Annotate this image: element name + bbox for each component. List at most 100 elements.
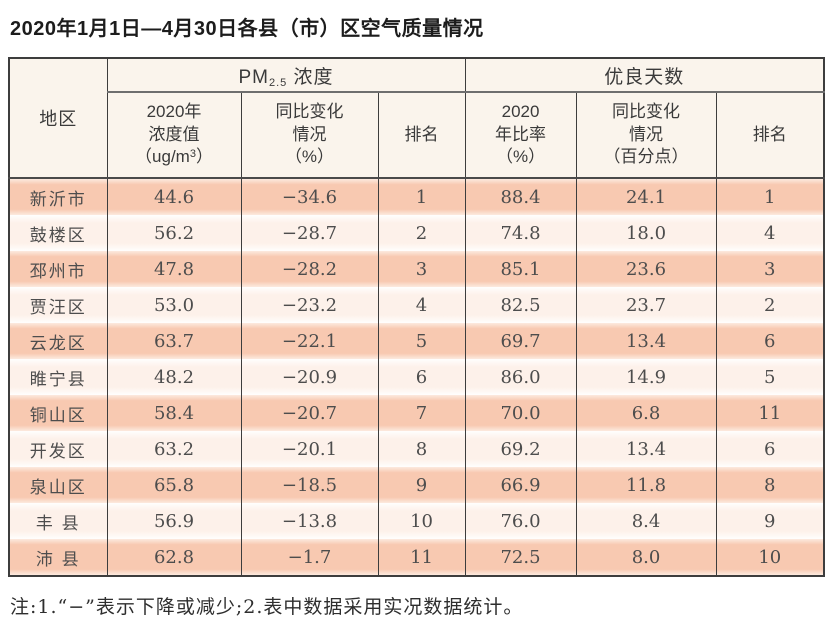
cell-good-ratio: 74.8: [464, 215, 577, 251]
cell-good-rank: 8: [715, 467, 825, 503]
pm-change-line3: （%）: [284, 147, 335, 167]
cell-good-change: 23.6: [575, 251, 717, 287]
cell-pm-rank: 3: [377, 251, 466, 287]
pm-value-unit-prefix: （ug/m: [135, 147, 190, 167]
cell-pm-value: 48.2: [106, 359, 242, 395]
cell-good-ratio: 70.0: [464, 395, 577, 431]
cell-region: 鼓楼区: [8, 215, 108, 251]
cell-region: 邳州市: [8, 251, 108, 287]
cell-good-change: 24.1: [575, 178, 717, 215]
good-change-line1: 同比变化: [612, 102, 681, 122]
cell-pm-value: 63.2: [106, 431, 242, 467]
cell-pm-change: −34.6: [240, 178, 379, 215]
column-header-good-change: 同比变化 情况 （百分点）: [575, 92, 717, 179]
table-row: 泉山区 65.8 −18.5 9 66.9 11.8 8: [8, 467, 825, 503]
table-row: 丰 县 56.9 −13.8 10 76.0 8.4 9: [8, 503, 825, 539]
cell-pm-rank: 5: [377, 323, 466, 359]
cell-good-ratio: 76.0: [464, 503, 577, 539]
cell-good-rank: 6: [715, 431, 825, 467]
cell-region: 贾汪区: [8, 287, 108, 323]
cell-good-change: 14.9: [575, 359, 717, 395]
table-row: 云龙区 63.7 −22.1 5 69.7 13.4 6: [8, 323, 825, 359]
column-header-region: 地区: [8, 58, 108, 179]
cell-pm-rank: 8: [377, 431, 466, 467]
cell-pm-value: 56.2: [106, 215, 242, 251]
cell-good-ratio: 66.9: [464, 467, 577, 503]
cell-pm-change: −13.8: [240, 503, 379, 539]
cell-region: 丰 县: [8, 503, 108, 539]
cell-pm-value: 44.6: [106, 178, 242, 215]
pm-value-unit-exponent: 3: [189, 148, 196, 161]
column-header-pm-rank: 排名: [377, 92, 466, 179]
good-change-line3: （百分点）: [603, 147, 689, 167]
cell-pm-rank: 4: [377, 287, 466, 323]
air-quality-table: 地区 PM2.5 浓度 优良天数 2020年 浓度值 （ug/m3） 同比变化 …: [8, 57, 825, 577]
cell-good-rank: 1: [715, 178, 825, 215]
column-group-pm25: PM2.5 浓度: [106, 58, 466, 93]
pm25-subscript: 2.5: [268, 76, 288, 89]
cell-good-ratio: 69.2: [464, 431, 577, 467]
cell-pm-change: −28.7: [240, 215, 379, 251]
cell-good-change: 8.4: [575, 503, 717, 539]
cell-region: 开发区: [8, 431, 108, 467]
cell-pm-value: 63.7: [106, 323, 242, 359]
cell-pm-change: −20.9: [240, 359, 379, 395]
cell-good-rank: 6: [715, 323, 825, 359]
pm-value-line1: 2020年: [146, 102, 202, 122]
cell-region: 泉山区: [8, 467, 108, 503]
column-group-good-days: 优良天数: [464, 58, 825, 93]
table-row: 新沂市 44.6 −34.6 1 88.4 24.1 1: [8, 178, 825, 215]
cell-good-rank: 5: [715, 359, 825, 395]
cell-good-change: 13.4: [575, 431, 717, 467]
cell-pm-rank: 1: [377, 178, 466, 215]
cell-pm-value: 58.4: [106, 395, 242, 431]
cell-region: 睢宁县: [8, 359, 108, 395]
good-ratio-line1: 2020: [501, 102, 540, 122]
cell-pm-value: 56.9: [106, 503, 242, 539]
cell-pm-change: −20.7: [240, 395, 379, 431]
column-header-pm-value: 2020年 浓度值 （ug/m3）: [106, 92, 242, 179]
cell-region: 新沂市: [8, 178, 108, 215]
cell-pm-rank: 6: [377, 359, 466, 395]
cell-good-change: 8.0: [575, 539, 717, 576]
pm-value-unit-suffix: ）: [195, 147, 213, 167]
cell-good-change: 23.7: [575, 287, 717, 323]
cell-pm-change: −20.1: [240, 431, 379, 467]
pm-change-line2: 情况: [292, 124, 327, 144]
pm-value-line2: 浓度值: [148, 124, 200, 144]
table-row: 沛 县 62.8 −1.7 11 72.5 8.0 10: [8, 539, 825, 576]
cell-pm-rank: 9: [377, 467, 466, 503]
header-sub-row: 2020年 浓度值 （ug/m3） 同比变化 情况 （%） 排名 2020 年比…: [9, 92, 825, 179]
cell-good-rank: 4: [715, 215, 825, 251]
cell-pm-rank: 2: [377, 215, 466, 251]
cell-good-ratio: 86.0: [464, 359, 577, 395]
table-row: 开发区 63.2 −20.1 8 69.2 13.4 6: [8, 431, 825, 467]
cell-region: 沛 县: [8, 539, 108, 576]
cell-good-change: 11.8: [575, 467, 717, 503]
cell-pm-change: −28.2: [240, 251, 379, 287]
cell-good-ratio: 82.5: [464, 287, 577, 323]
table-row: 贾汪区 53.0 −23.2 4 82.5 23.7 2: [8, 287, 825, 323]
cell-pm-value: 65.8: [106, 467, 242, 503]
cell-good-rank: 3: [715, 251, 825, 287]
cell-region: 铜山区: [8, 395, 108, 431]
cell-good-ratio: 72.5: [464, 539, 577, 576]
good-ratio-line3: （%）: [495, 147, 546, 167]
column-header-good-rank: 排名: [715, 92, 825, 179]
cell-good-change: 18.0: [575, 215, 717, 251]
table-row: 铜山区 58.4 −20.7 7 70.0 6.8 11: [8, 395, 825, 431]
cell-good-rank: 10: [715, 539, 825, 576]
page-title: 2020年1月1日—4月30日各县（市）区空气质量情况: [10, 18, 484, 40]
cell-good-change: 6.8: [575, 395, 717, 431]
footnote: 注:1.“−”表示下降或减少;2.表中数据采用实况数据统计。: [10, 596, 524, 618]
cell-good-rank: 9: [715, 503, 825, 539]
cell-good-ratio: 85.1: [464, 251, 577, 287]
cell-pm-change: −18.5: [240, 467, 379, 503]
column-header-good-ratio: 2020 年比率 （%）: [464, 92, 577, 179]
pm-change-line1: 同比变化: [275, 102, 344, 122]
pm25-label-prefix: PM: [238, 66, 269, 88]
cell-pm-rank: 11: [377, 539, 466, 576]
table-row: 邳州市 47.8 −28.2 3 85.1 23.6 3: [8, 251, 825, 287]
pm-value-unit: （ug/m3）: [108, 146, 241, 168]
